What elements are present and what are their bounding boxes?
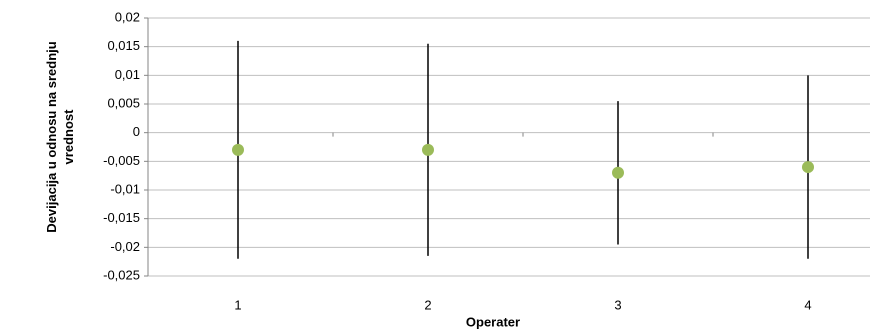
y-tick-label: 0 (133, 124, 140, 139)
point (802, 161, 814, 174)
point (422, 143, 434, 156)
y-tick-label: -0,015 (103, 210, 140, 225)
y-tick-label: -0,01 (110, 181, 140, 196)
x-axis-label: Operater (466, 314, 520, 329)
y-tick-label: 0,01 (115, 67, 140, 82)
x-tick-label: 3 (614, 297, 621, 312)
y-tick-label: 0,015 (107, 38, 140, 53)
point (232, 143, 244, 156)
y-tick-label: -0,02 (110, 239, 140, 254)
y-tick-label: 0,005 (107, 95, 140, 110)
y-tick-label: -0,025 (103, 267, 140, 282)
point (612, 166, 624, 179)
x-tick-label: 2 (424, 297, 431, 312)
y-axis-label: Devijacija u odnosu na srednju vrednost (44, 41, 76, 233)
x-tick-label: 1 (234, 297, 241, 312)
x-tick-label: 4 (804, 297, 811, 312)
y-tick-label: 0,02 (115, 9, 140, 24)
y-tick-label: -0,005 (103, 153, 140, 168)
